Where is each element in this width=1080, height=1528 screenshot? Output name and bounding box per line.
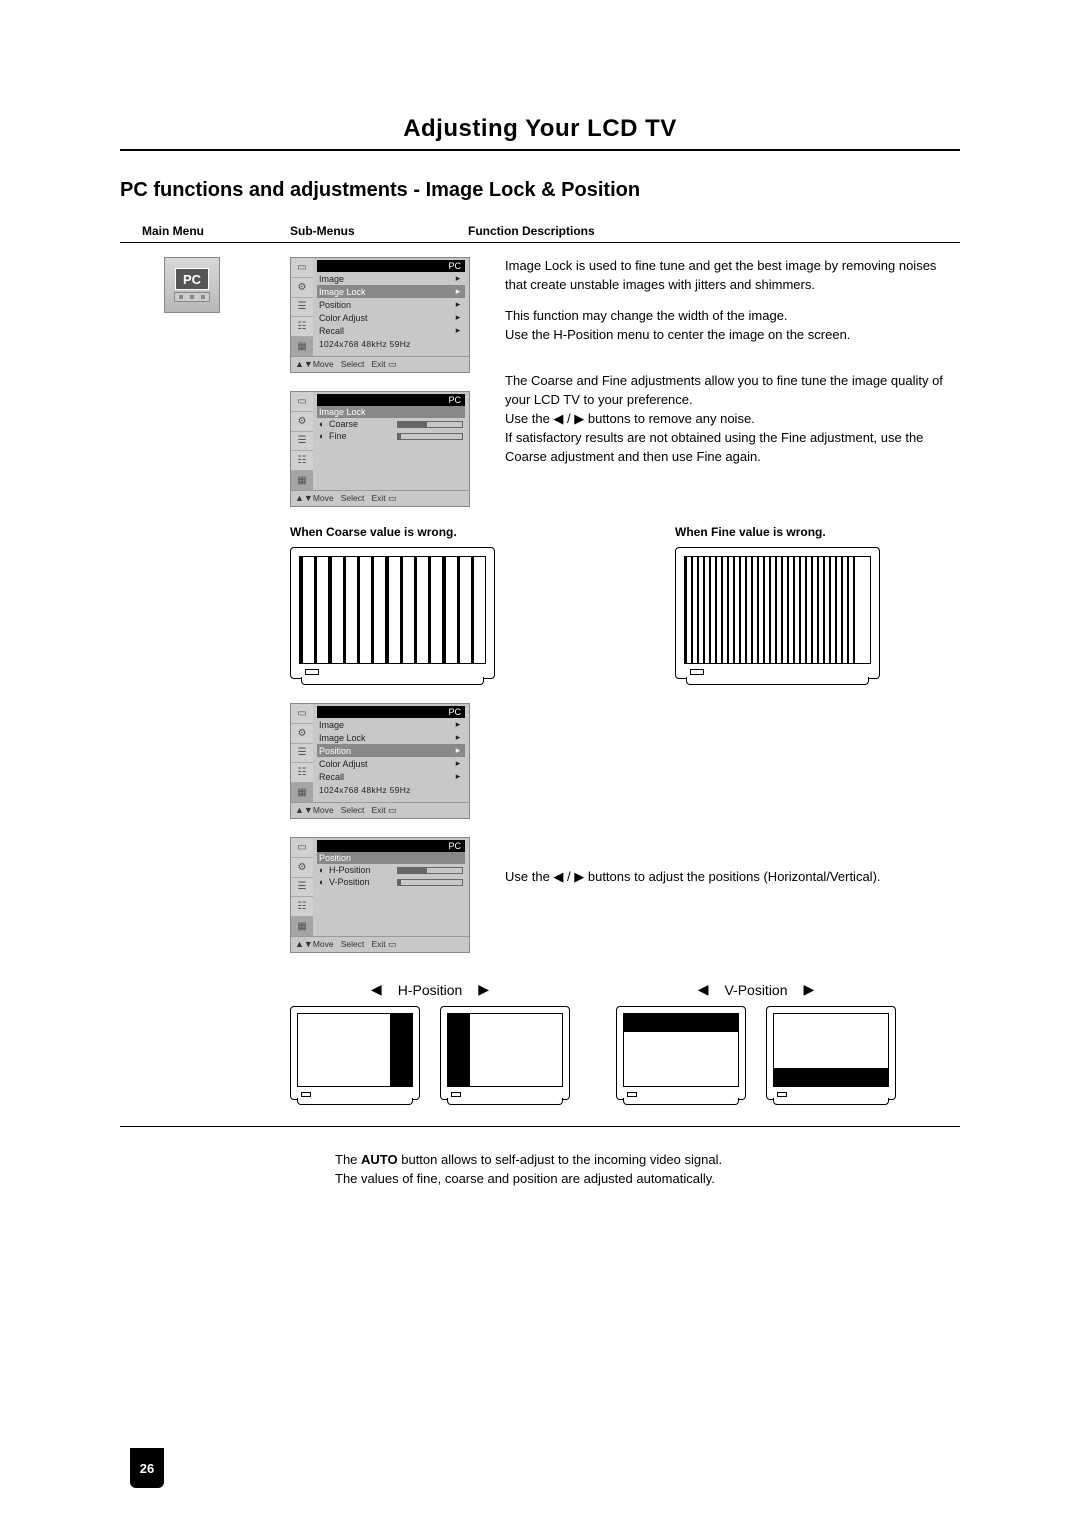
osd-slider-row: ◐H-Position xyxy=(317,864,465,876)
osd-side-icon: ▭ xyxy=(291,704,313,724)
page-number: 26 xyxy=(130,1448,164,1488)
osd-side-icon: ⚙ xyxy=(291,858,313,878)
desc-position: Use the ◀ / ▶ buttons to adjust the posi… xyxy=(505,868,960,887)
osd-footer: ▲▼Move Select Exit ▭ xyxy=(291,490,469,506)
osd-side-icon: ▭ xyxy=(291,838,313,858)
tv-h-left xyxy=(290,1006,420,1100)
osd-side-icon: ☷ xyxy=(291,451,313,471)
footer-note: The AUTO button allows to self-adjust to… xyxy=(335,1151,960,1189)
coarse-wrong-block: When Coarse value is wrong. xyxy=(290,525,575,679)
osd-title: PC xyxy=(317,260,465,272)
divider-thin xyxy=(120,1126,960,1127)
osd-side-icon: ☰ xyxy=(291,298,313,318)
h-position-label: H-Position xyxy=(398,982,463,998)
osd-item: Image▸ xyxy=(317,718,465,731)
tv-illustration-fine xyxy=(675,547,880,679)
osd-side-icon: ▦ xyxy=(291,471,313,490)
col-main-menu: Main Menu xyxy=(120,224,290,238)
desc-image-lock-intro: Image Lock is used to fine tune and get … xyxy=(505,257,960,295)
osd-footer: ▲▼Move Select Exit ▭ xyxy=(291,356,469,372)
col-sub-menus: Sub-Menus xyxy=(290,224,468,238)
osd-side-icon: ☰ xyxy=(291,432,313,452)
osd-slider-row: ◐Fine xyxy=(317,430,465,442)
osd-pc-menu-2: ▭ ⚙ ☰ ☷ ▦ PC Image▸ Image Lock▸ Position… xyxy=(290,703,470,819)
osd-side-icon: ☰ xyxy=(291,878,313,898)
pc-icon-label: PC xyxy=(175,268,209,290)
arrow-left-icon: ◀ xyxy=(698,981,709,998)
osd-item: Color Adjust▸ xyxy=(317,311,465,324)
tv-v-up xyxy=(766,1006,896,1100)
osd-pc-menu-1: ▭ ⚙ ☰ ☷ ▦ PC Image▸ Image Lock▸ Position… xyxy=(290,257,470,373)
fine-wrong-block: When Fine value is wrong. xyxy=(675,525,960,679)
h-position-block: ◀ H-Position ▶ xyxy=(290,981,570,1100)
tv-v-down xyxy=(616,1006,746,1100)
osd-title: PC xyxy=(317,840,465,852)
osd-side-icon: ☷ xyxy=(291,763,313,783)
osd-side-icon: ☷ xyxy=(291,897,313,917)
osd-position: ▭ ⚙ ☰ ☷ ▦ PC Position ◐H-Position ◐V-Pos… xyxy=(290,837,470,953)
osd-side-icon: ☰ xyxy=(291,744,313,764)
section-title: PC functions and adjustments - Image Loc… xyxy=(120,179,960,202)
desc-coarse-fine: The Coarse and Fine adjustments allow yo… xyxy=(505,372,960,466)
osd-item-selected: Position▸ xyxy=(317,744,465,757)
desc-image-lock-width: This function may change the width of th… xyxy=(505,307,960,345)
osd-side-icon: ▦ xyxy=(291,783,313,802)
arrow-right-icon: ▶ xyxy=(478,981,489,998)
divider-thick xyxy=(120,149,960,151)
osd-slider-row: ◐Coarse xyxy=(317,418,465,430)
osd-side-icon: ▭ xyxy=(291,392,313,412)
osd-item: Position▸ xyxy=(317,298,465,311)
divider-thin xyxy=(120,242,960,243)
fine-caption: When Fine value is wrong. xyxy=(675,525,960,539)
col-function-descriptions: Function Descriptions xyxy=(468,224,960,238)
description-col: Image Lock is used to fine tune and get … xyxy=(505,257,960,525)
column-headers: Main Menu Sub-Menus Function Description… xyxy=(120,224,960,238)
osd-item: Image▸ xyxy=(317,272,465,285)
osd-side-icon: ⚙ xyxy=(291,278,313,298)
osd-item: Recall▸ xyxy=(317,770,465,783)
tv-h-right xyxy=(440,1006,570,1100)
osd-item-selected: Image Lock▸ xyxy=(317,285,465,298)
osd-side-icon: ⚙ xyxy=(291,412,313,432)
osd-sub-title: Image Lock xyxy=(317,406,465,418)
coarse-caption: When Coarse value is wrong. xyxy=(290,525,575,539)
sub-menus-col: ▭ ⚙ ☰ ☷ ▦ PC Image▸ Image Lock▸ Position… xyxy=(290,257,505,525)
arrow-right-icon: ▶ xyxy=(804,981,815,998)
osd-item: Image Lock▸ xyxy=(317,731,465,744)
osd-footer: ▲▼Move Select Exit ▭ xyxy=(291,802,469,818)
osd-image-lock: ▭ ⚙ ☰ ☷ ▦ PC Image Lock ◐Coarse ◐Fine ▲▼… xyxy=(290,391,470,507)
osd-item: Recall▸ xyxy=(317,324,465,337)
arrow-left-icon: ◀ xyxy=(371,981,382,998)
v-position-label: V-Position xyxy=(724,982,787,998)
osd-slider-row: ◐V-Position xyxy=(317,876,465,888)
osd-resolution: 1024x768 48kHz 59Hz xyxy=(317,337,465,351)
pc-icon: PC xyxy=(164,257,220,313)
osd-side-icon: ⚙ xyxy=(291,724,313,744)
osd-title: PC xyxy=(317,706,465,718)
osd-side-icon: ▦ xyxy=(291,337,313,356)
osd-footer: ▲▼Move Select Exit ▭ xyxy=(291,936,469,952)
tv-illustration-coarse xyxy=(290,547,495,679)
osd-item: Color Adjust▸ xyxy=(317,757,465,770)
osd-side-icon: ▦ xyxy=(291,917,313,936)
osd-side-icon: ☷ xyxy=(291,317,313,337)
v-position-block: ◀ V-Position ▶ xyxy=(616,981,896,1100)
main-menu-col: PC xyxy=(120,257,290,525)
chapter-title: Adjusting Your LCD TV xyxy=(120,115,960,143)
osd-sub-title: Position xyxy=(317,852,465,864)
osd-resolution: 1024x768 48kHz 59Hz xyxy=(317,783,465,797)
osd-side-icon: ▭ xyxy=(291,258,313,278)
keyboard-icon xyxy=(174,292,210,302)
osd-title: PC xyxy=(317,394,465,406)
